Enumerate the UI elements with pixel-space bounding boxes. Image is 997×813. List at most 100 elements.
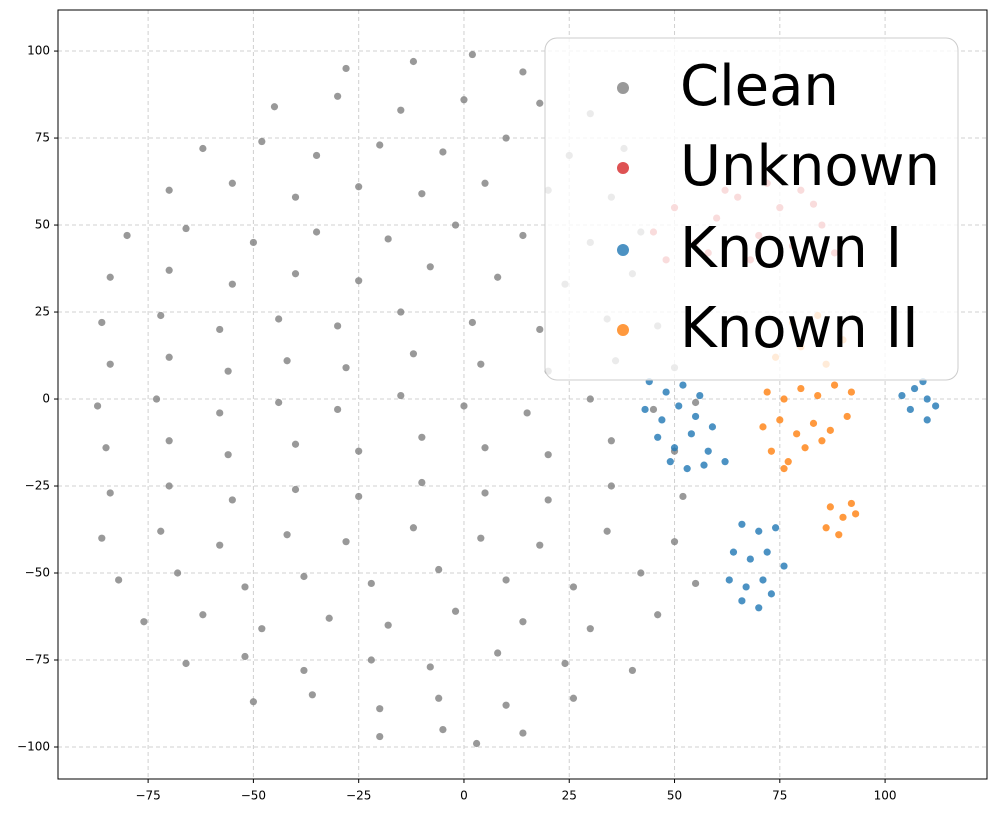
point — [793, 430, 801, 438]
point — [780, 562, 788, 570]
point — [502, 701, 510, 709]
point — [670, 444, 679, 452]
point — [906, 405, 914, 414]
point — [628, 666, 637, 675]
point — [275, 315, 283, 323]
legend-box — [544, 37, 959, 381]
x-tick-label: 25 — [562, 789, 577, 803]
point — [725, 576, 733, 584]
point — [830, 381, 839, 389]
point — [426, 263, 434, 271]
point — [519, 231, 527, 240]
point — [418, 478, 426, 487]
point — [439, 148, 447, 156]
point — [923, 416, 931, 424]
point — [308, 691, 316, 699]
point — [216, 409, 224, 417]
point — [439, 725, 447, 734]
legend-label: Known I — [680, 216, 902, 281]
legend: Clean Unknown Known I Known II — [544, 37, 959, 381]
point — [426, 663, 434, 671]
point — [502, 134, 510, 142]
point — [826, 503, 834, 511]
point — [312, 151, 321, 160]
point — [670, 538, 679, 546]
grid — [58, 10, 987, 779]
point — [291, 485, 300, 494]
point — [561, 659, 569, 668]
point — [106, 360, 114, 368]
point — [923, 395, 931, 403]
point — [767, 590, 775, 598]
point — [123, 231, 131, 240]
point — [759, 423, 767, 431]
point — [258, 137, 266, 146]
point — [519, 618, 527, 626]
point — [258, 625, 266, 633]
point — [738, 597, 746, 605]
point — [586, 395, 594, 403]
point — [342, 364, 350, 372]
point — [342, 538, 350, 546]
point — [334, 92, 342, 100]
point — [152, 395, 161, 403]
point — [435, 565, 443, 574]
x-tick-label: −75 — [135, 789, 160, 803]
point — [157, 527, 165, 535]
legend-label: Known II — [680, 296, 919, 361]
point — [649, 405, 658, 414]
point — [502, 576, 510, 584]
point — [283, 357, 291, 365]
legend-marker — [617, 162, 629, 174]
point — [291, 193, 300, 201]
point — [216, 541, 224, 549]
point — [910, 384, 919, 393]
point — [847, 388, 855, 396]
point — [468, 50, 476, 59]
point — [325, 614, 333, 622]
point — [376, 141, 384, 149]
point — [679, 381, 687, 389]
point — [729, 548, 738, 556]
point — [569, 583, 578, 591]
legend-marker — [617, 244, 629, 256]
point — [898, 391, 906, 400]
point — [334, 405, 342, 414]
point — [544, 496, 552, 504]
point — [683, 465, 691, 473]
point — [224, 451, 232, 459]
point — [376, 732, 384, 741]
point — [291, 270, 300, 278]
point — [224, 367, 232, 375]
point — [300, 572, 308, 581]
point — [519, 729, 527, 737]
point — [809, 419, 818, 427]
point — [481, 444, 489, 452]
point — [544, 451, 552, 459]
point — [755, 527, 763, 535]
point — [451, 221, 460, 229]
point — [418, 190, 426, 198]
point — [460, 96, 468, 104]
point — [536, 99, 544, 107]
point — [367, 579, 375, 588]
point — [165, 482, 173, 490]
point — [801, 444, 809, 452]
point — [687, 430, 695, 438]
point — [481, 179, 489, 187]
point — [835, 531, 843, 539]
point — [435, 694, 443, 702]
point — [199, 611, 207, 619]
point — [536, 541, 544, 549]
point — [666, 458, 674, 466]
y-tick-label: −50 — [25, 566, 50, 580]
point — [784, 458, 792, 466]
legend-marker — [617, 324, 629, 336]
point — [397, 106, 405, 114]
x-tick-label: −50 — [241, 789, 266, 803]
point — [384, 235, 392, 243]
point — [334, 322, 342, 330]
point — [115, 576, 123, 584]
point — [679, 492, 687, 501]
